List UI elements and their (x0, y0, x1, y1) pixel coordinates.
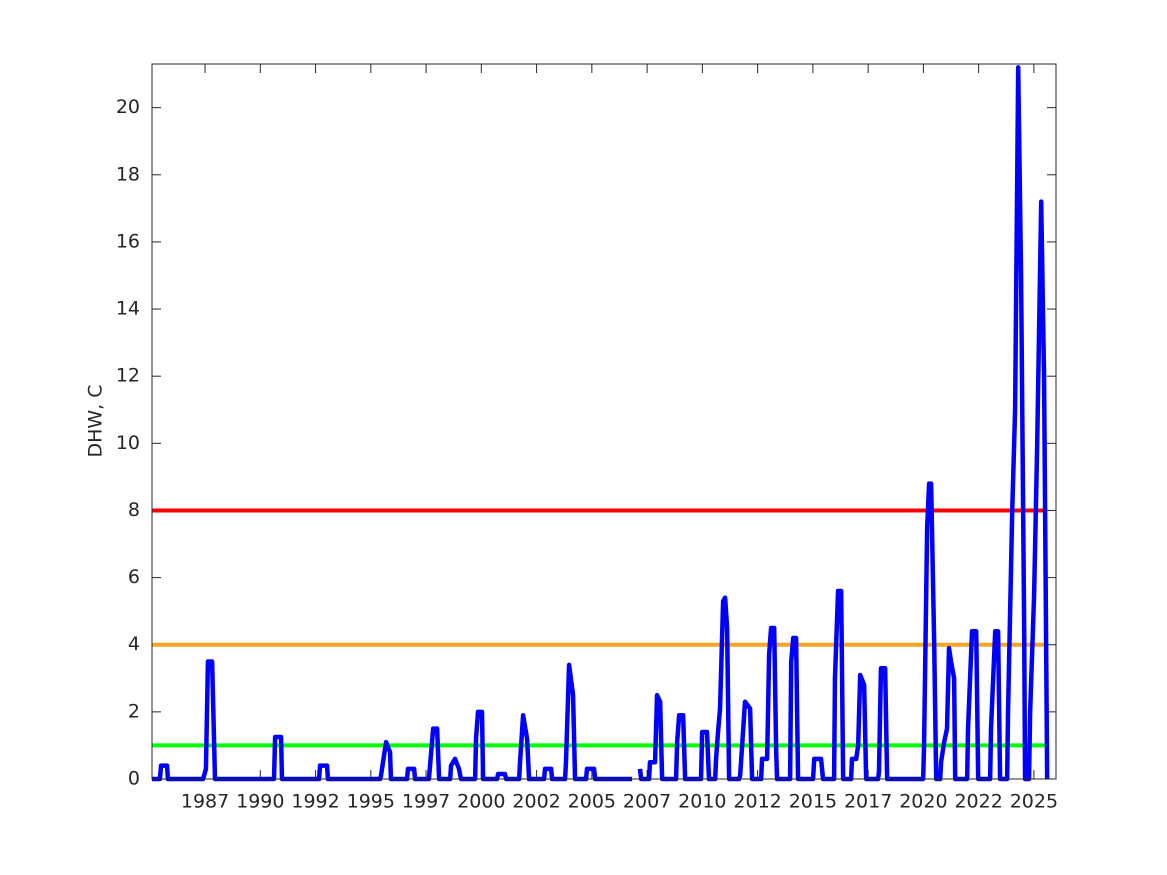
x-tick-label: 2010 (678, 791, 726, 813)
y-tick-label: 0 (128, 768, 140, 790)
x-tick-label: 2005 (568, 791, 616, 813)
y-tick-label: 14 (116, 298, 140, 320)
x-tick-label: 2017 (844, 791, 892, 813)
x-tick-label: 2015 (789, 791, 837, 813)
axes-box (151, 63, 1057, 780)
x-tick-label: 2022 (954, 791, 1002, 813)
y-tick-label: 18 (116, 163, 140, 185)
x-tick-label: 2020 (899, 791, 947, 813)
x-tick-label: 2007 (623, 791, 671, 813)
x-tick-label: 1995 (347, 791, 395, 813)
y-tick-label: 2 (128, 700, 140, 722)
x-tick-label: 2000 (457, 791, 505, 813)
x-tick-label: 1992 (291, 791, 339, 813)
y-tick-label: 12 (116, 365, 140, 387)
y-axis-label: DHW, C (85, 384, 107, 457)
y-tick-label: 10 (116, 432, 140, 454)
x-tick-label: 1990 (236, 791, 284, 813)
y-tick-label: 16 (116, 230, 140, 252)
x-tick-label: 2025 (1010, 791, 1058, 813)
y-tick-label: 20 (116, 96, 140, 118)
x-tick-label: 2012 (733, 791, 781, 813)
x-tick-label: 2002 (512, 791, 560, 813)
y-tick-label: 6 (128, 566, 140, 588)
y-tick-label: 4 (128, 633, 140, 655)
x-tick-label: 1997 (402, 791, 450, 813)
y-tick-label: 8 (128, 499, 140, 521)
x-tick-label: 1987 (181, 791, 229, 813)
